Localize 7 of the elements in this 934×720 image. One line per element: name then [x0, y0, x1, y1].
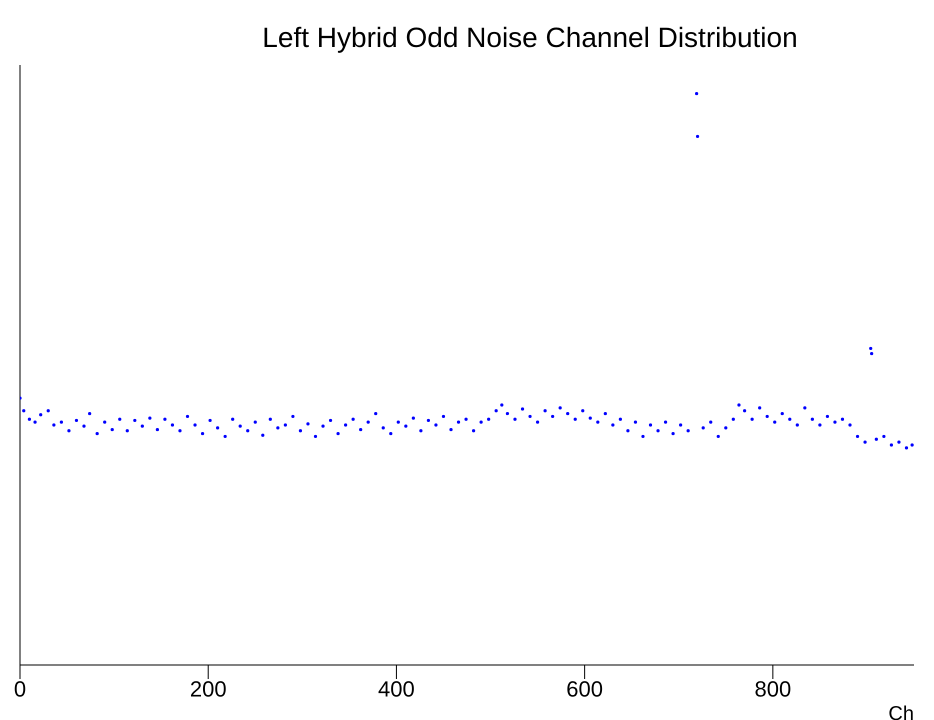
x-tick-label: 400	[378, 676, 415, 702]
chart-title: Left Hybrid Odd Noise Channel Distribution	[261, 22, 799, 54]
x-tick-label: 800	[754, 676, 792, 702]
x-tick-label: 600	[566, 676, 603, 702]
x-tick-label: 200	[190, 676, 227, 702]
x-tick-label: 0	[14, 676, 26, 702]
x-axis-title: Ch	[888, 703, 914, 720]
